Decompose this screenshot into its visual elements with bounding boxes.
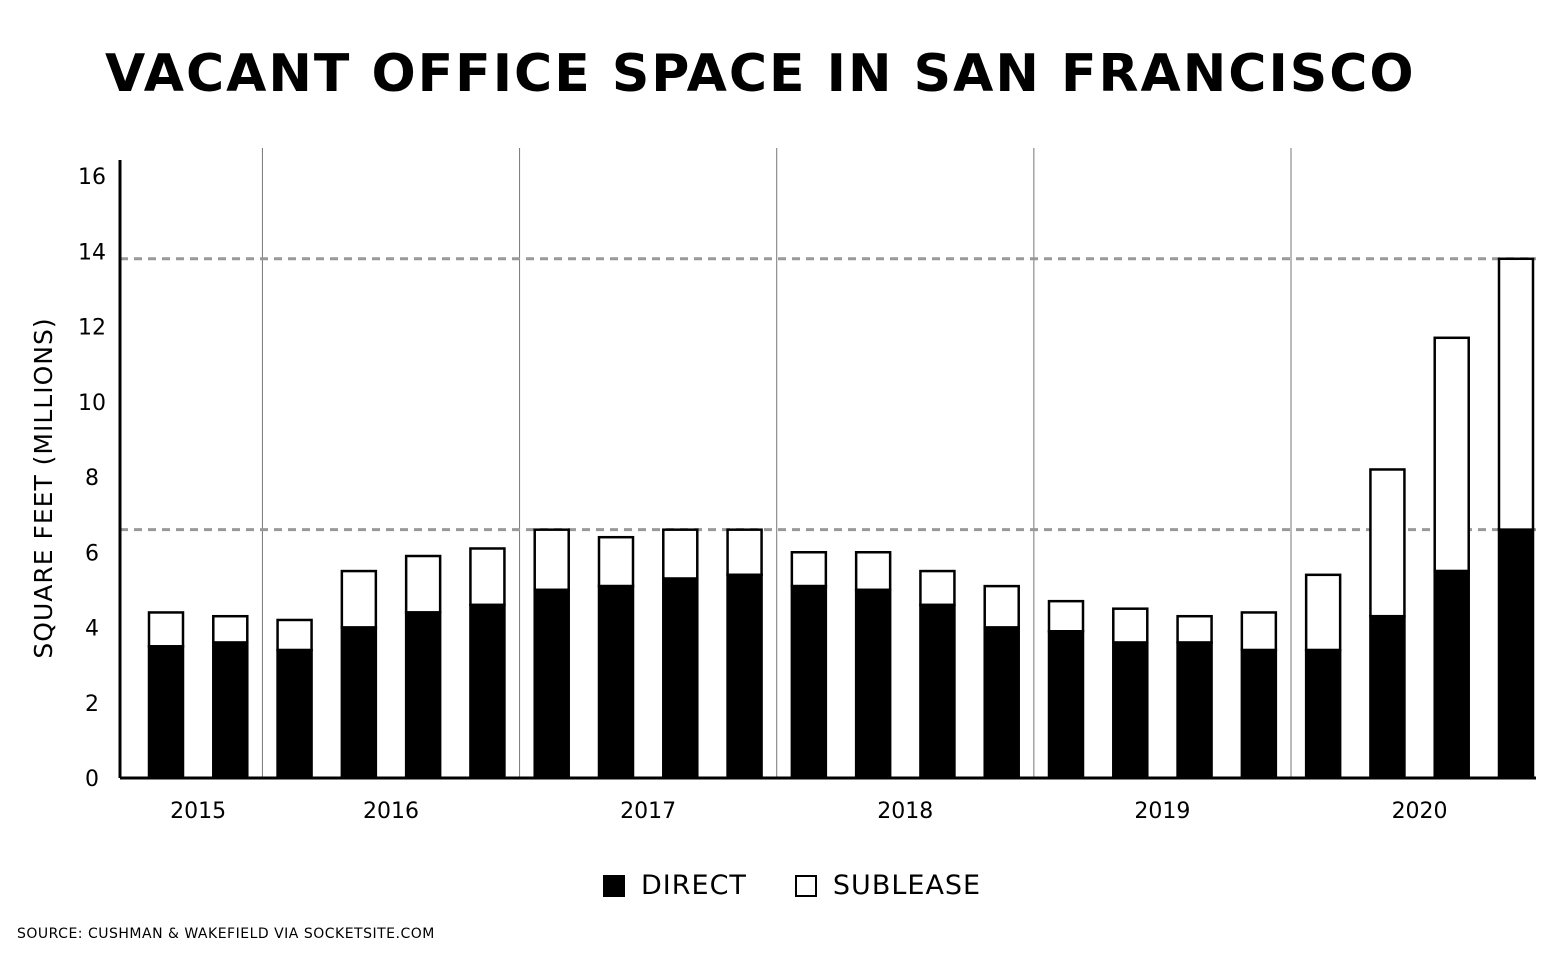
y-tick-label-10: 10 (78, 391, 106, 416)
bars (147, 257, 1535, 780)
bar-sublease-21 (1497, 257, 1535, 531)
bar-sublease-5 (469, 547, 506, 607)
bar-sublease-1 (212, 614, 249, 644)
legend-swatch-direct (603, 874, 625, 897)
bar-direct-18 (1304, 648, 1342, 780)
legend-label-direct: DIRECT (641, 870, 747, 901)
bar-sublease-11 (854, 551, 892, 592)
x-tick-label-2020: 2020 (1392, 799, 1448, 824)
bar-sublease-18 (1304, 573, 1342, 652)
bar-sublease-8 (662, 528, 699, 580)
bar-direct-17 (1240, 648, 1278, 780)
bar-sublease-0 (147, 611, 185, 648)
y-tick-label-14: 14 (78, 240, 106, 265)
y-tick-label-6: 6 (85, 541, 99, 566)
y-tick-label-2: 2 (85, 692, 99, 717)
bar-direct-11 (854, 588, 892, 780)
x-tick-label-2017: 2017 (620, 799, 676, 824)
bar-direct-7 (597, 584, 635, 780)
y-tick-label-0: 0 (85, 767, 99, 792)
x-ticks: 2015 2016 2017 2018 2019 2020 (170, 799, 1447, 824)
bar-direct-2 (276, 648, 313, 780)
year-dividers (261, 148, 1292, 778)
x-tick-label-2018: 2018 (877, 799, 933, 824)
bar-direct-10 (790, 584, 828, 780)
x-tick-label-2016: 2016 (363, 799, 419, 824)
bar-direct-1 (212, 641, 249, 780)
bar-direct-13 (983, 626, 1020, 780)
bar-sublease-10 (790, 551, 828, 588)
bar-direct-16 (1176, 641, 1213, 780)
bar-sublease-4 (404, 554, 442, 614)
legend-item-direct: DIRECT (603, 870, 747, 901)
bar-direct-15 (1112, 641, 1149, 780)
source-note: SOURCE: CUSHMAN & WAKEFIELD VIA SOCKETSI… (17, 926, 435, 942)
legend: DIRECT SUBLEASE (603, 870, 1029, 901)
y-axis-label: SQUARE FEET (MILLIONS) (29, 317, 58, 658)
y-tick-label-16: 16 (78, 165, 106, 190)
y-tick-label-4: 4 (85, 617, 99, 642)
bar-sublease-2 (276, 618, 313, 652)
bar-sublease-13 (983, 584, 1020, 629)
x-tick-label-2015: 2015 (170, 799, 226, 824)
bar-sublease-7 (597, 535, 635, 588)
axes (118, 160, 1536, 780)
legend-swatch-sublease (794, 874, 817, 897)
bar-sublease-20 (1433, 336, 1470, 573)
legend-item-sublease: SUBLEASE (794, 870, 982, 901)
bar-direct-19 (1369, 614, 1406, 780)
y-tick-label-12: 12 (78, 316, 106, 341)
bar-direct-8 (662, 577, 699, 780)
bar-direct-0 (147, 645, 185, 780)
y-tick-label-8: 8 (85, 466, 99, 491)
bar-sublease-12 (919, 569, 956, 607)
bar-direct-4 (404, 611, 442, 780)
bar-direct-20 (1433, 569, 1470, 780)
bar-direct-14 (1047, 630, 1085, 780)
bar-direct-21 (1497, 528, 1535, 780)
bar-sublease-3 (340, 569, 378, 629)
reference-lines (120, 257, 1536, 532)
x-tick-label-2019: 2019 (1134, 799, 1190, 824)
bar-direct-3 (340, 626, 378, 780)
bar-sublease-19 (1369, 468, 1406, 618)
chart-title: VACANT OFFICE SPACE IN SAN FRANCISCO (105, 44, 1416, 104)
bar-direct-6 (533, 588, 570, 780)
bar-sublease-16 (1176, 614, 1213, 644)
bar-sublease-15 (1112, 607, 1149, 644)
legend-label-sublease: SUBLEASE (832, 870, 982, 901)
bar-direct-12 (919, 603, 956, 780)
bar-direct-5 (469, 603, 506, 780)
bar-sublease-14 (1047, 599, 1085, 633)
bar-direct-9 (726, 573, 763, 780)
bar-sublease-6 (533, 528, 570, 592)
y-ticks: 0 2 4 6 8 10 12 14 16 (78, 165, 106, 792)
bar-sublease-17 (1240, 611, 1278, 652)
bar-sublease-9 (726, 528, 763, 577)
